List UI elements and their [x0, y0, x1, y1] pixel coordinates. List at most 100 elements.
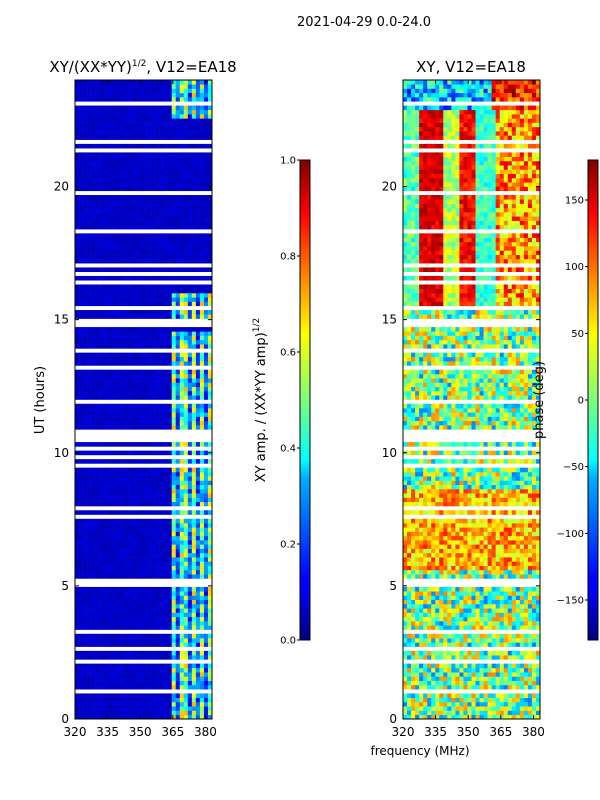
right-heat-cell	[455, 616, 460, 622]
left-heat-cell	[119, 254, 124, 260]
left-heat-cell	[151, 199, 156, 204]
left-heat-cell	[95, 680, 100, 686]
left-heat-cell	[195, 390, 201, 396]
left-heat-cell	[83, 693, 88, 698]
left-heat-cell	[103, 697, 108, 703]
left-heat-cell	[99, 186, 104, 192]
left-heat-cell	[207, 467, 213, 473]
left-heat-cell	[175, 207, 181, 213]
left-heat-cell	[87, 97, 92, 102]
left-heat-cell	[119, 80, 124, 85]
left-heat-cell	[103, 518, 108, 524]
left-heat-cell	[207, 378, 213, 383]
left-heat-cell	[147, 616, 152, 622]
right-heat-cell	[415, 706, 420, 711]
left-heat-cell	[135, 182, 140, 187]
left-heat-cell	[203, 523, 209, 528]
left-heat-cell	[127, 275, 132, 281]
left-heat-cell	[143, 284, 148, 290]
left-heat-cell	[147, 297, 152, 302]
left-heat-cell	[95, 241, 100, 247]
left-heat-cell	[179, 114, 185, 119]
left-heat-cell	[123, 118, 128, 123]
right-heat-cell	[491, 697, 496, 703]
left-heat-cell	[207, 297, 213, 302]
left-heat-cell	[175, 625, 181, 630]
left-heat-cell	[111, 395, 116, 400]
right-heat-cell	[467, 633, 472, 639]
left-heat-cell	[159, 301, 164, 307]
left-heat-cell	[171, 216, 177, 221]
right-heat-cell	[463, 663, 468, 669]
left-heat-cell	[99, 488, 104, 494]
left-heat-cell	[99, 246, 104, 251]
right-heat-cell	[407, 697, 412, 703]
left-heat-cell	[111, 356, 116, 362]
right-heat-cell	[531, 633, 537, 639]
left-heat-cell	[155, 655, 160, 660]
left-heat-cell	[187, 650, 193, 656]
right-heat-cell	[519, 706, 525, 711]
left-heat-cell	[207, 680, 213, 686]
left-heat-cell	[147, 471, 152, 477]
left-heat-cell	[195, 310, 201, 315]
left-heat-cell	[107, 152, 112, 157]
right-heat-cell	[427, 633, 432, 639]
left-heat-cell	[171, 233, 177, 238]
left-heat-cell	[175, 386, 181, 392]
left-heat-cell	[203, 173, 209, 179]
left-heat-cell	[175, 173, 181, 179]
right-heat-cell	[475, 650, 480, 656]
right-heat-cell	[495, 684, 501, 690]
right-heat-cell	[531, 608, 537, 613]
right-heat-cell	[527, 625, 533, 630]
left-heat-cell	[159, 706, 164, 711]
left-heat-cell	[131, 638, 136, 643]
left-heat-cell	[163, 203, 168, 209]
left-heat-cell	[131, 608, 136, 613]
left-heat-cell	[75, 186, 80, 192]
right-heat-cell	[511, 638, 517, 643]
left-heat-cell	[123, 369, 128, 375]
left-heat-cell	[163, 378, 168, 383]
left-heat-cell	[131, 80, 136, 85]
left-heat-cell	[119, 373, 124, 379]
right-heat-cell	[503, 701, 509, 707]
left-heat-cell	[119, 710, 124, 716]
left-colorbar: 0.00.20.40.60.81.0 XY amp. / (XX*YY amp)…	[252, 156, 311, 647]
left-heat-cell	[159, 390, 164, 396]
left-heat-cell	[91, 126, 96, 132]
left-heat-cell	[159, 378, 164, 383]
left-heat-cell	[139, 459, 144, 464]
left-heat-cell	[123, 314, 128, 319]
left-heat-cell	[199, 574, 205, 579]
left-heat-cell	[139, 254, 144, 260]
left-heat-cell	[171, 523, 177, 528]
left-heat-cell	[103, 390, 108, 396]
left-heat-cell	[175, 246, 181, 251]
left-heat-cell	[91, 442, 96, 447]
left-heat-cell	[155, 207, 160, 213]
right-heat-cell	[419, 638, 424, 643]
left-heat-cell	[187, 135, 193, 140]
left-heat-cell	[151, 655, 156, 660]
left-heat-cell	[191, 369, 197, 375]
left-heat-cell	[183, 697, 189, 703]
left-heat-cell	[159, 118, 164, 123]
left-heat-cell	[127, 552, 132, 558]
left-heat-cell	[99, 109, 104, 115]
left-heat-cell	[91, 484, 96, 490]
right-heat-cell	[403, 693, 408, 698]
left-heat-cell	[147, 527, 152, 532]
left-heat-cell	[131, 493, 136, 498]
left-heat-cell	[191, 258, 197, 264]
right-heat-cell	[487, 621, 492, 626]
left-heat-cell	[99, 237, 104, 243]
left-heat-cell	[83, 212, 88, 217]
left-heat-cell	[171, 697, 177, 703]
right-heat-cell	[443, 603, 448, 609]
left-heat-cell	[151, 680, 156, 686]
left-heat-cell	[91, 216, 96, 221]
left-heat-cell	[91, 114, 96, 119]
left-heat-cell	[203, 177, 209, 183]
